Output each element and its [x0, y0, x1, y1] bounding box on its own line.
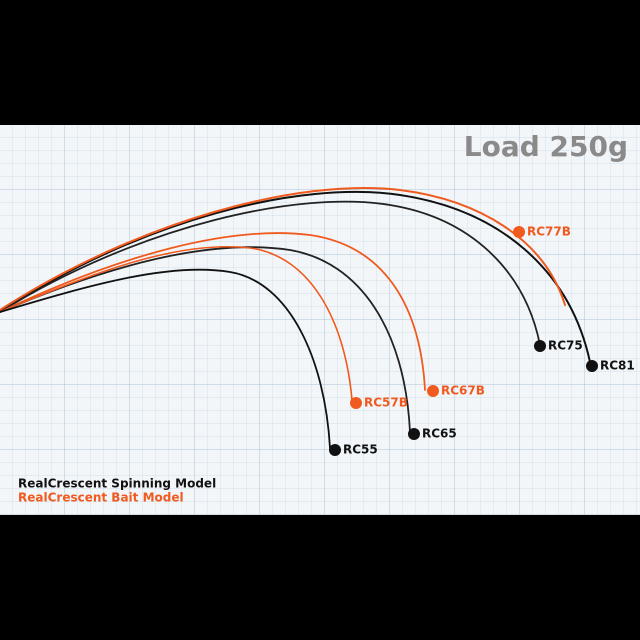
rod-curves — [0, 187, 591, 449]
rod-label: RC67B — [441, 384, 485, 398]
dot — [350, 397, 362, 409]
dot — [408, 428, 420, 440]
rod-label: RC81 — [600, 359, 635, 373]
dot — [329, 444, 341, 456]
rod-label: RC65 — [422, 427, 457, 441]
curve-rc65 — [0, 246, 411, 433]
curve-rc81 — [0, 190, 591, 363]
rod-label: RC77B — [527, 225, 571, 239]
legend-spinning: RealCrescent Spinning Model — [18, 477, 216, 491]
top-band — [0, 0, 640, 125]
curve-rc57b — [0, 245, 353, 401]
dot — [534, 340, 546, 352]
rod-label: RC57B — [364, 396, 408, 410]
legend-bait: RealCrescent Bait Model — [18, 491, 184, 505]
curve-rc75 — [0, 200, 541, 346]
rod-label: RC75 — [548, 339, 583, 353]
grid-major — [0, 125, 640, 515]
bottom-band — [0, 515, 640, 640]
curve-rc77b — [0, 187, 566, 311]
rod-labels: RC77B RC75 RC81 RC57B RC67B RC65 RC55 — [329, 225, 635, 457]
dot — [513, 226, 525, 238]
rod-label: RC55 — [343, 443, 378, 457]
curve-rc55 — [0, 268, 331, 449]
dot — [586, 360, 598, 372]
curve-rc67b — [0, 232, 426, 391]
title: Load 250g — [464, 130, 628, 163]
dot — [427, 385, 439, 397]
